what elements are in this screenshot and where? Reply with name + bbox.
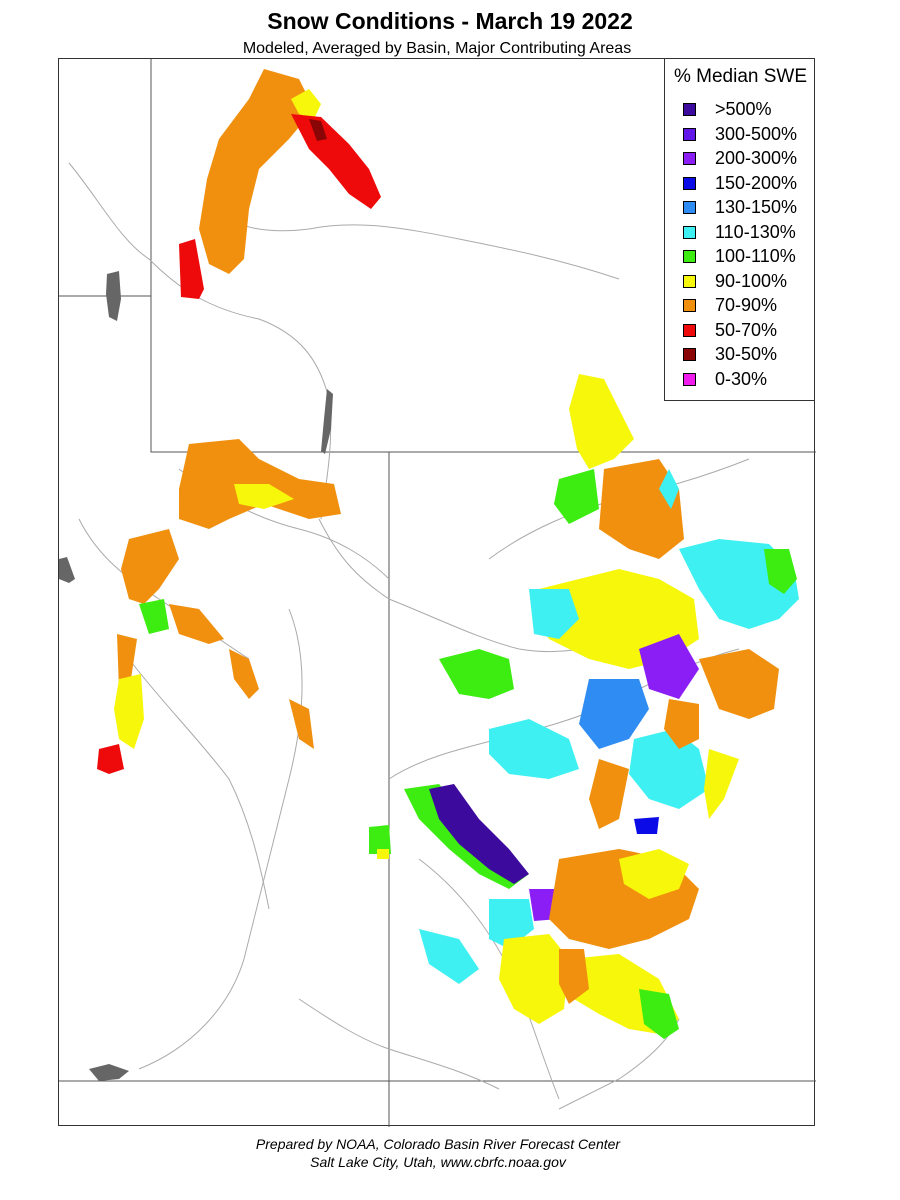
legend-swatch — [683, 274, 696, 288]
basin-200-300 — [639, 634, 699, 699]
basin-50-70 — [179, 239, 204, 299]
basin-50-70 — [291, 114, 381, 209]
legend-label: 50-70% — [715, 319, 778, 340]
basin-130-150 — [579, 679, 649, 749]
basin-70-90 — [229, 649, 259, 699]
basin-70-90 — [169, 604, 224, 644]
river — [68, 162, 332, 520]
basin-100-110 — [764, 549, 797, 594]
legend-label: 30-50% — [715, 344, 778, 364]
map-title: Snow Conditions - March 19 2022 — [267, 8, 633, 34]
legend-swatch — [683, 176, 696, 190]
legend: % Median SWE >500% 300-500% 200-300% 150-20… — [664, 58, 815, 401]
lake — [89, 1064, 129, 1081]
basin-90-100 — [377, 849, 389, 859]
basin-100-110 — [139, 599, 169, 634]
basin-100-110 — [439, 649, 514, 699]
basin-90-100 — [619, 849, 689, 899]
river — [298, 998, 500, 1090]
basin-110-130 — [659, 469, 679, 509]
legend-label: 110-130% — [715, 221, 796, 242]
basin-70-90 — [121, 529, 179, 604]
legend-label: 130-150% — [715, 197, 798, 217]
legend-swatch — [683, 152, 696, 165]
river — [138, 608, 303, 1070]
legend-title: % Median SWE — [673, 66, 808, 87]
legend-swatch — [683, 299, 696, 312]
legend-label: >500% — [715, 99, 772, 119]
legend-swatch — [683, 127, 696, 141]
basin-100-110 — [554, 469, 599, 524]
basin-70-90 — [699, 649, 779, 719]
basin-110-130 — [489, 719, 579, 779]
river — [208, 208, 620, 280]
river — [78, 518, 250, 660]
legend-label: 100-110% — [715, 246, 796, 266]
legend-label: 90-100% — [715, 270, 788, 291]
basin-70-90 — [289, 699, 314, 749]
basin-70-90 — [664, 699, 699, 749]
legend-label: 300-500% — [715, 123, 798, 144]
basin-90-100 — [291, 89, 321, 119]
map-canvas — [59, 59, 816, 1127]
legend-label: 150-200% — [715, 172, 798, 193]
legend-swatch — [683, 323, 696, 337]
basin-150-200 — [634, 817, 659, 834]
basin-30-50 — [309, 119, 327, 141]
legend-label: 0-30% — [715, 368, 768, 389]
basin-100-110 — [639, 989, 679, 1039]
basin-70-90 — [559, 949, 589, 1004]
legend-swatch — [683, 225, 696, 239]
legend-swatch — [683, 103, 696, 116]
basin-110-130 — [529, 589, 579, 639]
legend-label: 200-300% — [715, 148, 798, 168]
basin-110-130 — [489, 899, 534, 949]
lake — [321, 389, 333, 454]
legend-label: 70-90% — [715, 295, 778, 315]
basin-90-100 — [569, 374, 634, 469]
map-subtitle: Modeled, Averaged by Basin, Major Contri… — [242, 40, 632, 57]
lakes — [59, 271, 333, 1081]
legend-swatch — [683, 201, 696, 214]
basin-110-130 — [629, 729, 709, 809]
basin-110-130 — [419, 929, 479, 984]
legend-swatch — [683, 372, 696, 386]
legend-swatch — [683, 250, 696, 263]
basin-90-100 — [499, 934, 569, 1024]
basin-more-than-500 — [429, 784, 529, 884]
basin-50-70 — [97, 744, 124, 774]
basin-90-100 — [234, 484, 294, 509]
footer-location: Salt Lake City, Utah, www.cbrfc.noaa.gov — [310, 1154, 566, 1170]
lake — [59, 557, 75, 583]
basin-90-100 — [114, 674, 144, 749]
snow-basins — [97, 69, 799, 1039]
basin-100-110 — [369, 825, 391, 854]
footer-credit: Prepared by NOAA, Colorado Basin River F… — [255, 1136, 621, 1152]
basin-70-90 — [589, 759, 629, 829]
basin-70-90 — [199, 69, 314, 274]
river — [128, 658, 270, 910]
lake — [106, 271, 121, 321]
legend-swatch — [683, 348, 696, 361]
basin-90-100 — [704, 749, 739, 819]
